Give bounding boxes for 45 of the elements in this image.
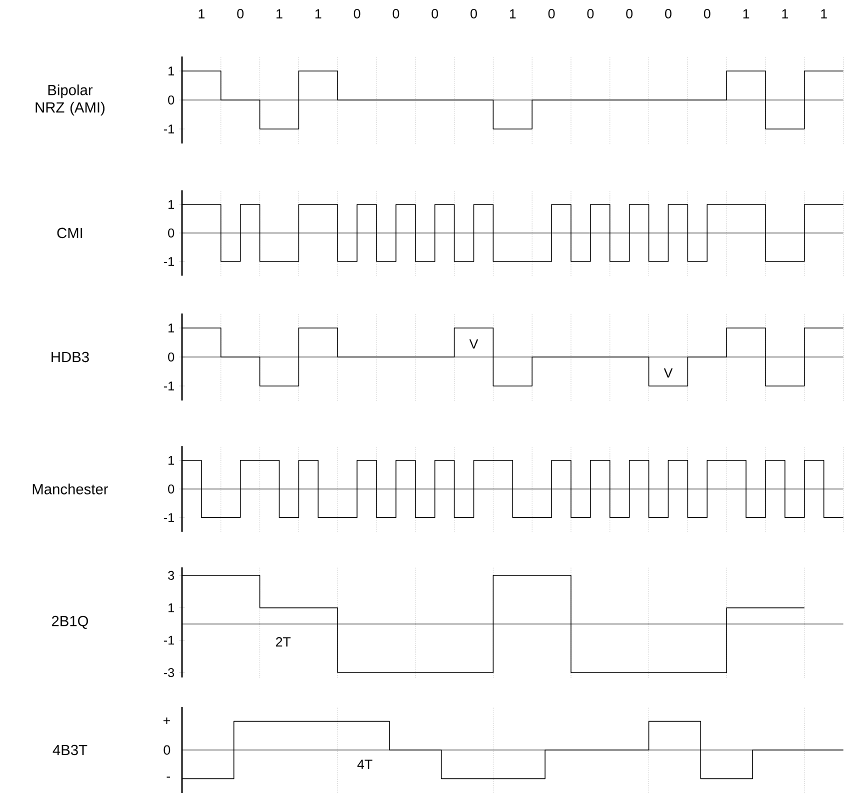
y-axis-title: Manchester: [32, 484, 108, 494]
y-tick-label: 0: [168, 484, 174, 494]
y-axis-title: 2B1Q: [52, 616, 88, 629]
annotation: V: [664, 368, 673, 378]
y-tick-label: -1: [164, 636, 174, 645]
annotation: 4T: [357, 760, 372, 769]
y-axis-title: Bipolar NRZ (AMI): [36, 84, 104, 116]
y-axis-title: HDB3: [52, 352, 89, 362]
x-tick-label: 0: [237, 8, 244, 18]
y-tick-label: 1: [168, 200, 174, 209]
y-tick-label: -1: [164, 382, 174, 390]
x-tick-label: 0: [470, 8, 477, 18]
y-tick-label: 1: [168, 456, 174, 465]
x-tick-label: 0: [432, 8, 438, 18]
x-tick-label: 1: [315, 9, 322, 18]
y-axis-title: CMI: [57, 228, 82, 238]
y-tick-label: 0: [168, 352, 174, 362]
x-tick-label: 0: [548, 8, 555, 18]
x-tick-label: 1: [198, 9, 205, 18]
y-tick-label: 1: [168, 603, 174, 612]
x-tick-label: 0: [704, 8, 710, 18]
x-tick-label: 0: [392, 8, 400, 18]
text: -: [166, 776, 170, 778]
annotation: 2T: [276, 637, 291, 646]
x-tick-label: 1: [510, 9, 516, 18]
x-tick-label: 0: [354, 8, 360, 18]
y-axis-title: 4B3T: [52, 744, 88, 756]
x-tick-label: 0: [587, 8, 594, 18]
x-tick-label: 1: [821, 9, 827, 18]
y-tick-label: 1: [168, 324, 174, 332]
x-tick-label: 1: [782, 9, 788, 18]
x-tick-label: 0: [665, 8, 672, 18]
y-tick-label: -1: [164, 257, 174, 266]
x-tick-label: 1: [276, 9, 282, 18]
text: +: [163, 717, 170, 724]
y-tick-label: -1: [164, 124, 174, 134]
x-tick-label: 0: [626, 8, 633, 18]
x-tick-label: 1: [743, 9, 750, 18]
y-tick-label: 0: [168, 96, 174, 104]
y-tick-label: 0: [168, 228, 174, 238]
y-tick-label: -1: [164, 513, 174, 522]
y-tick-label: 1: [168, 66, 174, 76]
y-tick-label: -3: [164, 668, 174, 678]
annotation: V: [469, 339, 478, 349]
y-tick-label: 3: [168, 570, 174, 580]
